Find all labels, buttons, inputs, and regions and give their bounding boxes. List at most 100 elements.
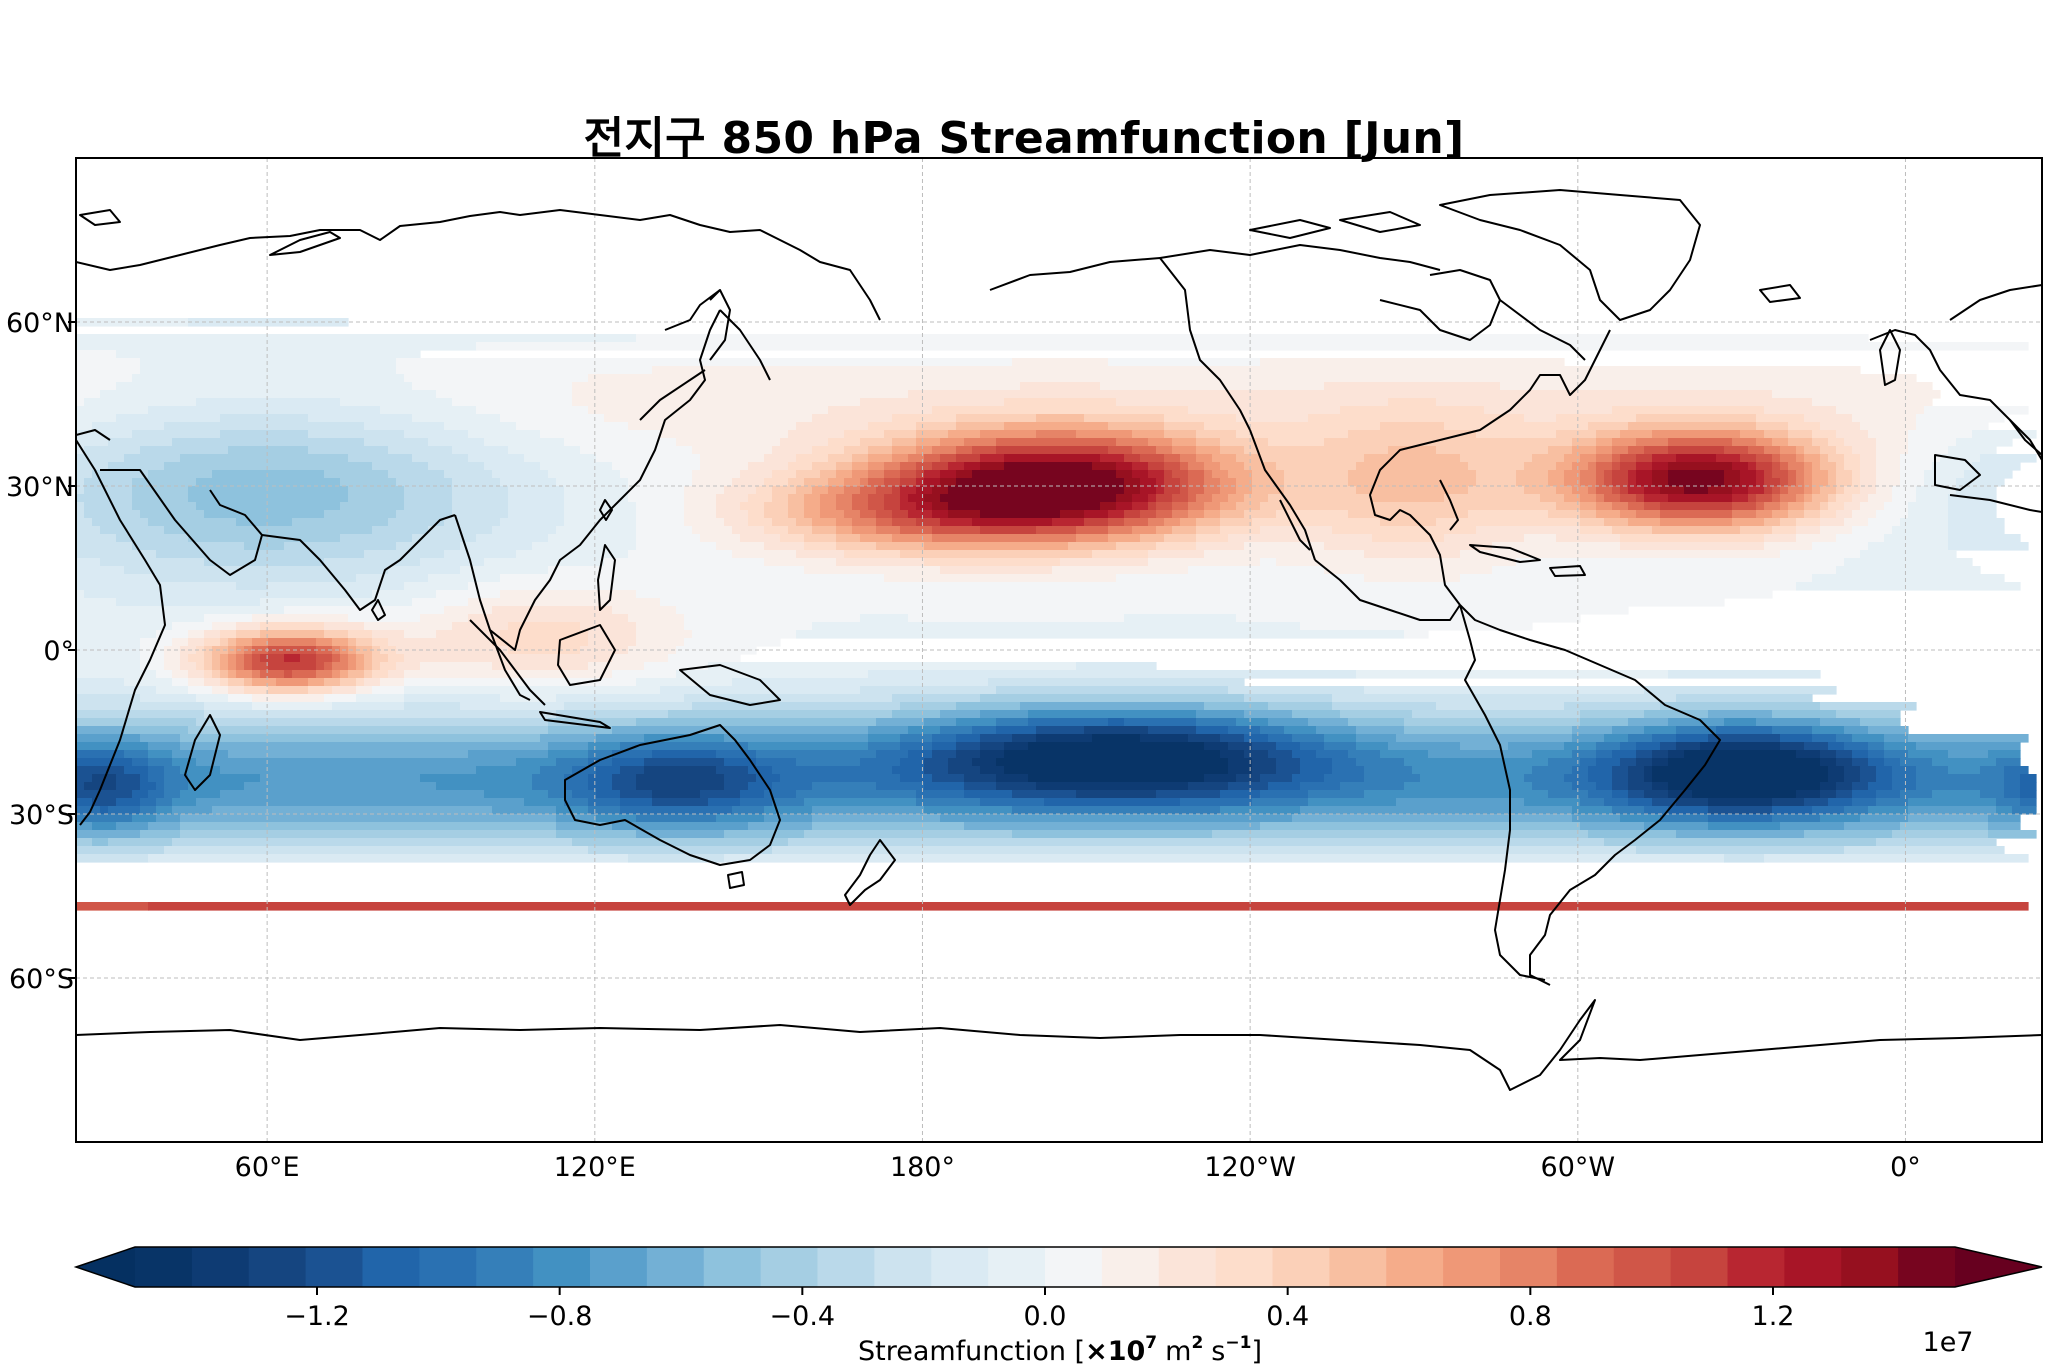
coastline-cuba	[1469, 544, 1541, 563]
coastline-taiwan	[599, 499, 613, 521]
coastline-africa	[76, 439, 166, 826]
lon-tick-label: 0°	[1890, 1152, 1921, 1183]
colorbar-cell	[1613, 1247, 1672, 1287]
coastline-philippines	[597, 544, 616, 611]
coastline-eurasia-north	[76, 209, 881, 321]
coastline-labrador	[1499, 299, 1586, 361]
chart-title: 전지구 850 hPa Streamfunction [Jun]	[583, 113, 1465, 164]
colorbar-cell	[1784, 1247, 1842, 1287]
lon-tick-label: 60°W	[1541, 1152, 1616, 1183]
coastline-india	[261, 514, 456, 611]
streamfunction-map	[76, 158, 2042, 1142]
colorbar-tick-label: −1.2	[284, 1301, 350, 1332]
colorbar-cell	[1727, 1247, 1785, 1287]
coastline-hispaniola	[1549, 565, 1586, 577]
coastline-baja	[1279, 499, 1311, 551]
colorbar-outline	[73, 1246, 2043, 1288]
coastline-antarctica	[76, 999, 2042, 1091]
coastline-madagascar	[184, 714, 221, 791]
colorbar-extend-max	[1955, 1247, 2042, 1287]
coastline-java	[539, 711, 611, 729]
colorbar-cell	[362, 1247, 420, 1287]
lon-tick-label: 180°	[890, 1152, 955, 1183]
lon-tick-label: 120°E	[554, 1152, 636, 1183]
colorbar-cell	[1272, 1247, 1330, 1287]
coastline-novaya-zemlya	[269, 231, 341, 256]
gridlines	[76, 158, 2042, 1142]
lon-tick-label: 60°E	[235, 1152, 300, 1183]
coastline-iberia	[1934, 454, 1981, 491]
colorbar-scale-label: 1e7	[1923, 1327, 1974, 1358]
colorbar-cell	[646, 1247, 705, 1287]
coastline-sa-west	[1459, 604, 1546, 981]
colorbar-cell	[931, 1247, 989, 1287]
colorbar-cell	[191, 1247, 250, 1287]
coastline-borneo	[557, 624, 616, 686]
colorbar-cell	[988, 1247, 1046, 1287]
coastlines	[76, 189, 2042, 1091]
colorbar-ticks: −1.2 −0.8 −0.4 0.0 0.4 0.8 1.2	[284, 1287, 1794, 1332]
lat-tick-label: 0°	[43, 636, 74, 667]
coastline-central-america	[1314, 559, 1461, 621]
colorbar-cell	[305, 1247, 364, 1287]
colorbar-cell	[1443, 1247, 1501, 1287]
lat-tick-label: 30°N	[6, 472, 74, 503]
coastline-greenland	[1439, 189, 1701, 321]
coastline-canada-arctic	[1159, 211, 1441, 271]
coastline-na-west	[1249, 429, 1316, 561]
coastline-srilanka	[371, 599, 386, 621]
coastline-okhotsk	[664, 289, 721, 331]
colorbar-tick-label: −0.8	[527, 1301, 593, 1332]
colorbar-tick-label: 0.4	[1266, 1301, 1309, 1332]
colorbar-cell	[135, 1247, 193, 1287]
lat-tick-label: 30°S	[9, 800, 74, 831]
colorbar-cell	[1841, 1247, 1899, 1287]
colorbar-cell	[1500, 1247, 1558, 1287]
coastline-italy	[2009, 419, 2042, 461]
colorbar-cell	[1329, 1247, 1387, 1287]
colorbar-cell	[1215, 1247, 1274, 1287]
coastline-indonesia-sumatra	[469, 619, 546, 706]
coastline-malay	[489, 629, 531, 701]
colorbar-cell	[874, 1247, 932, 1287]
coastline-scandinavia	[1949, 284, 2042, 321]
coastline-iceland	[1759, 284, 1801, 303]
lon-tick-label: 120°W	[1204, 1152, 1296, 1183]
lat-tick-label: 60°N	[6, 308, 74, 339]
longitude-labels: 60°E 120°E 180° 120°W 60°W 0°	[235, 1152, 1921, 1183]
colorbar-cell	[1386, 1247, 1444, 1287]
coastline-svalbard	[79, 209, 121, 226]
colorbar-tick-label: 1.2	[1752, 1301, 1795, 1332]
colorbar-tick-label: 0.8	[1509, 1301, 1552, 1332]
colorbar-cell	[419, 1247, 477, 1287]
colorbar-cell	[1045, 1247, 1103, 1287]
coastline-australia	[564, 724, 781, 866]
coastline-europe	[1869, 329, 2042, 456]
coastline-florida	[1439, 479, 1459, 531]
colorbar-cell	[1556, 1247, 1615, 1287]
colorbar-cell	[476, 1247, 534, 1287]
colorbar-cell	[1158, 1247, 1217, 1287]
coastline-new-guinea	[679, 664, 781, 706]
colorbar-cell	[1101, 1247, 1160, 1287]
colorbar-label: Streamfunction [×107 m2 s−1]	[858, 1333, 1262, 1365]
colorbar-tick-label: −0.4	[770, 1301, 836, 1332]
coastline-med-east	[76, 429, 111, 441]
lat-tick-label: 60°S	[9, 964, 74, 995]
colorbar-extend-min	[76, 1247, 135, 1287]
colorbar-cell	[1898, 1247, 1956, 1287]
coastline-kamchatka	[719, 309, 771, 381]
colorbar-cell	[1670, 1247, 1729, 1287]
coastline-new-zealand	[844, 839, 896, 906]
latitude-labels: 60°N 30°N 0° 30°S 60°S	[6, 308, 76, 995]
coastline-south-america	[1459, 604, 1721, 986]
colorbar-cell	[590, 1247, 648, 1287]
coastline-britain	[1879, 329, 1901, 386]
coastline-tasmania	[727, 871, 745, 889]
colorbar-cell	[817, 1247, 875, 1287]
colorbar: −1.2 −0.8 −0.4 0.0 0.4 0.8 1.2	[73, 1246, 2043, 1332]
coastline-na-east	[1369, 329, 1611, 606]
colorbar-cell	[760, 1247, 819, 1287]
coastline-arabia	[100, 469, 263, 576]
